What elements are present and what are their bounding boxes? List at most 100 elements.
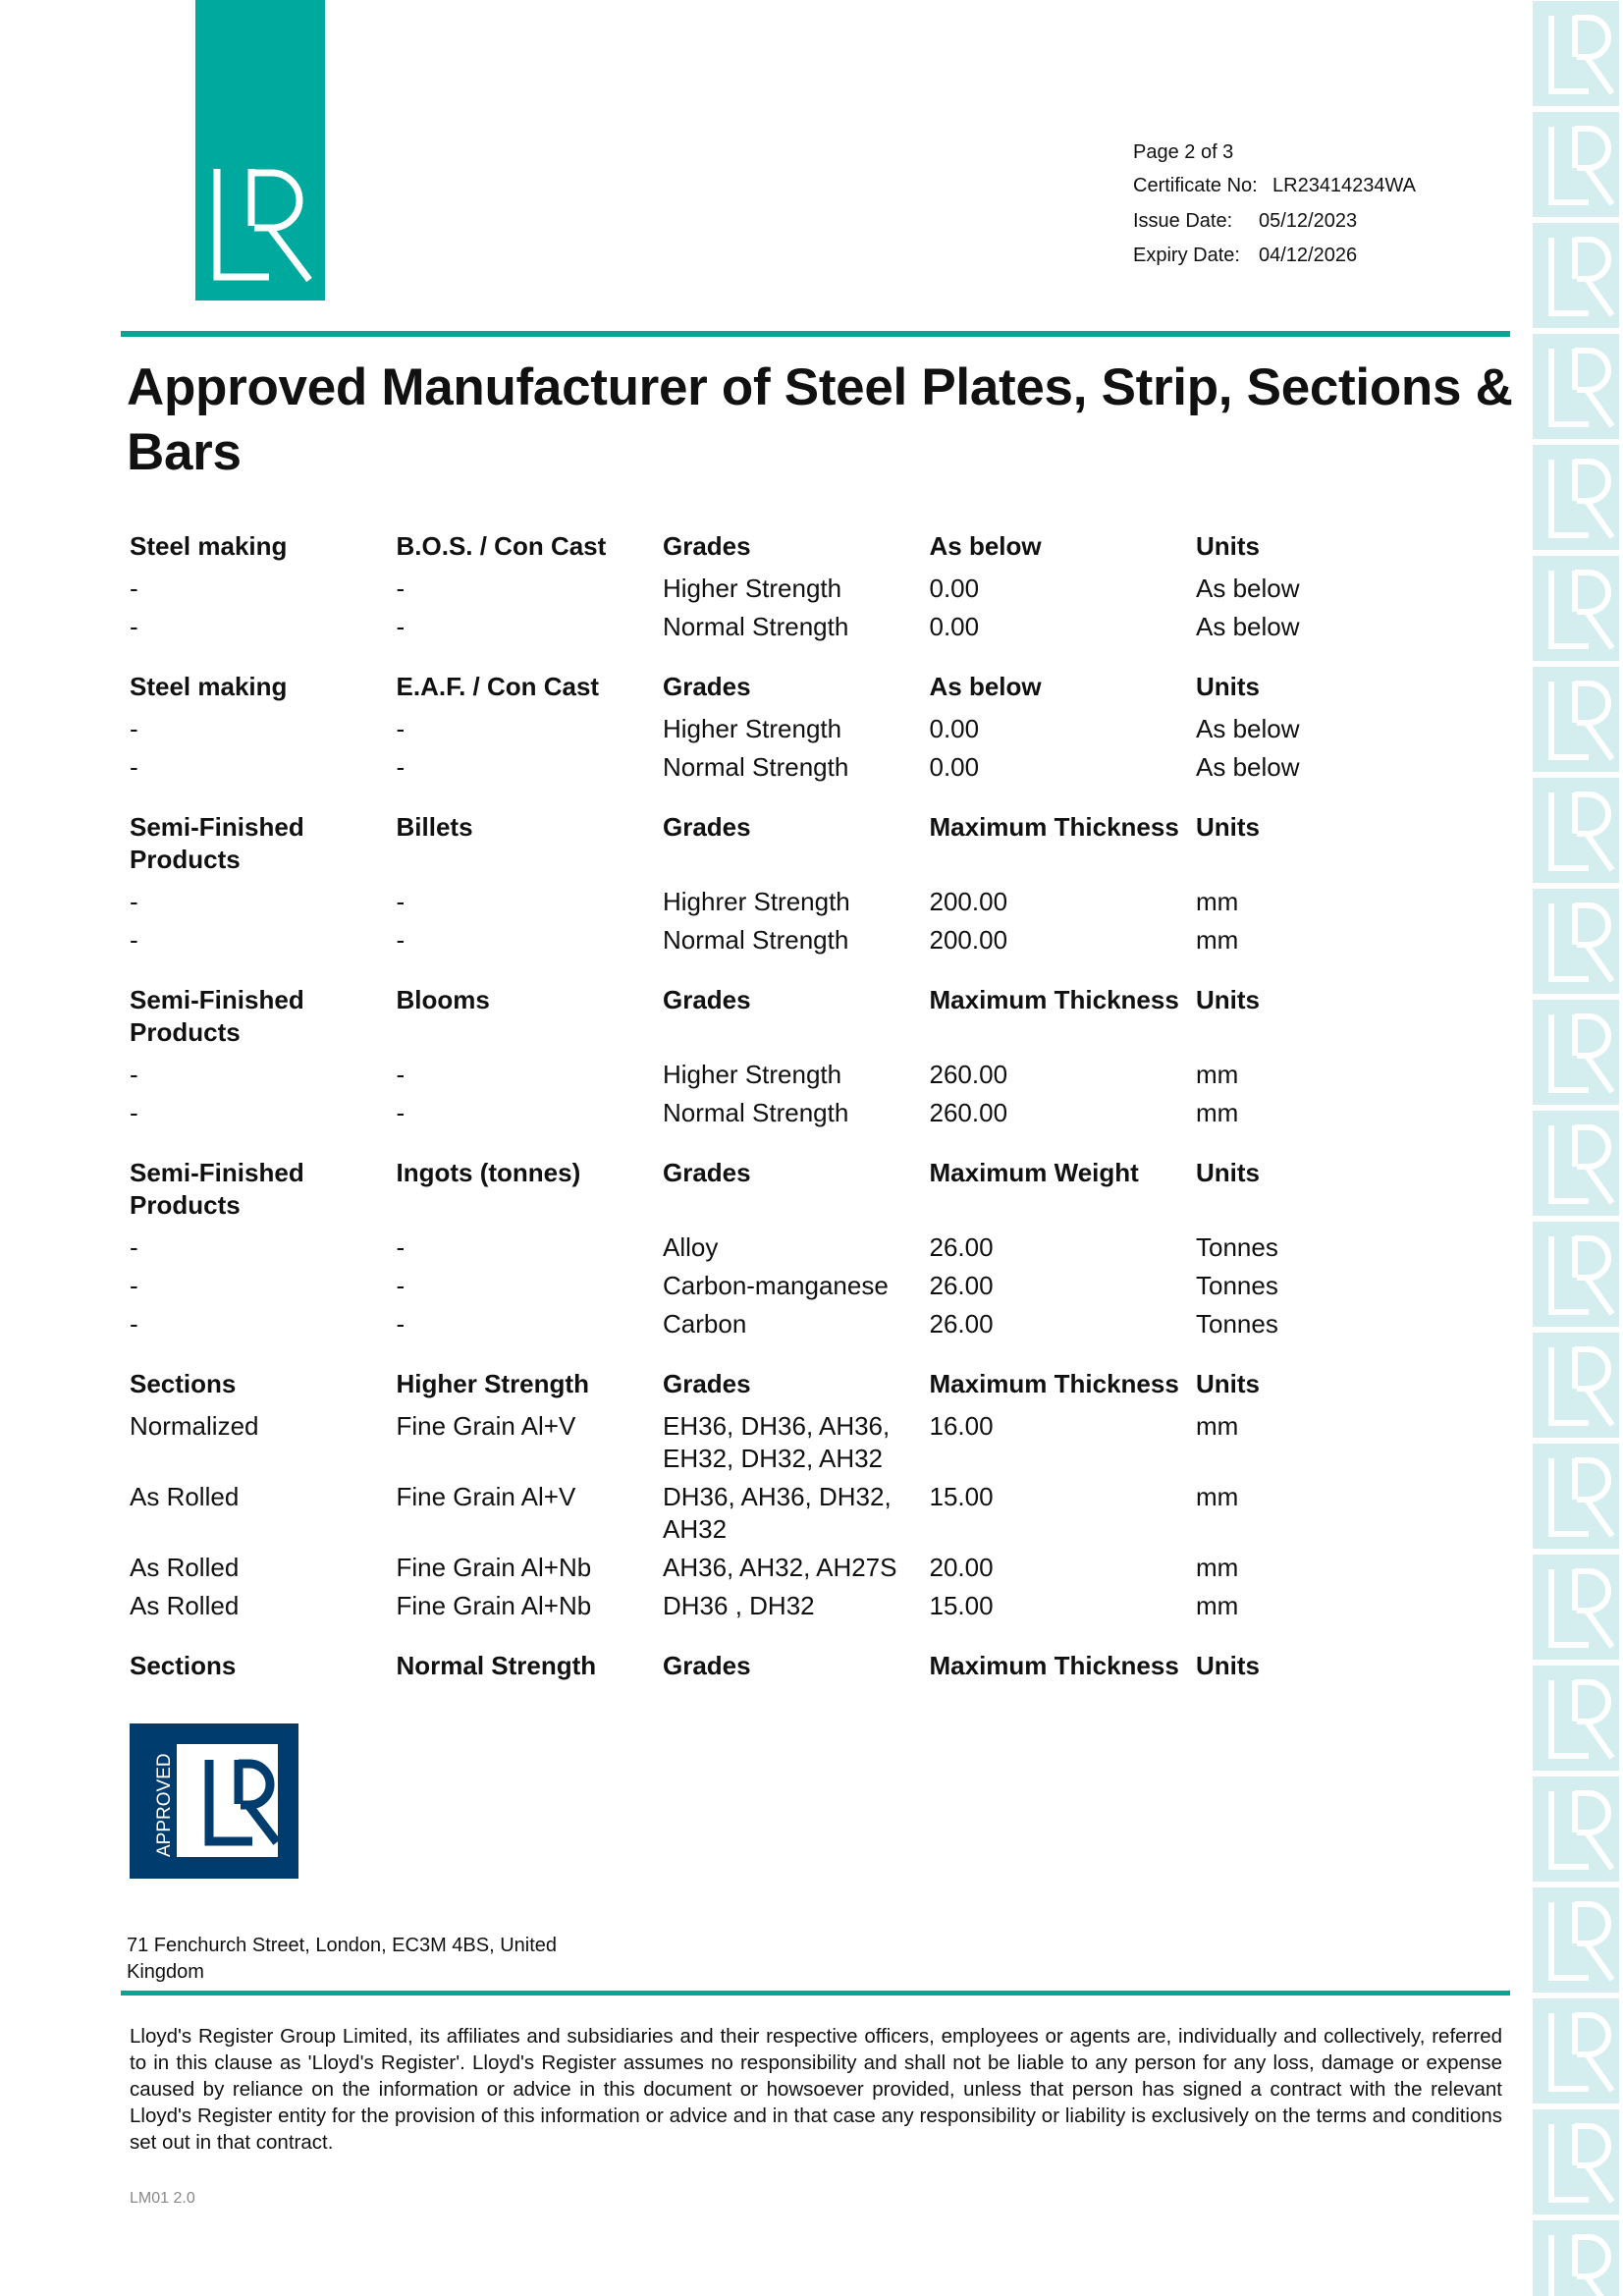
table-cell: Tonnes	[1196, 1271, 1278, 1300]
table-cell: Normal Strength	[663, 752, 849, 782]
table-row: As Rolled Fine Grain Al+V DH36, AH36, DH32…	[130, 1481, 1485, 1552]
table-cell: Semi-Finished Products	[130, 985, 304, 1047]
table-cell: -	[396, 1098, 406, 1127]
table-cell: Normal Strength	[663, 925, 849, 955]
table-cell: 0.00	[929, 574, 980, 603]
table-cell: 26.00	[929, 1309, 994, 1339]
table-cell: Units	[1196, 531, 1260, 561]
table-cell: Maximum Thickness	[929, 985, 1179, 1014]
table-cell: -	[130, 574, 138, 603]
issue-label: Issue Date:	[1133, 210, 1233, 232]
table-cell: Normal Strength	[396, 1651, 597, 1680]
expiry-date: Expiry Date: 04/12/2026	[1133, 245, 1357, 267]
table-cell: As below	[929, 531, 1042, 561]
table-cell: mm	[1196, 925, 1239, 955]
table-section-header: Sections Higher Strength Grades Maximum Thi…	[130, 1346, 1485, 1410]
table-cell: -	[396, 887, 406, 916]
table-cell: Carbon	[663, 1309, 747, 1339]
table-cell: DH36 , DH32	[663, 1591, 815, 1620]
table-cell: Grades	[663, 531, 751, 561]
table-row: Normalized Fine Grain Al+V EH36, DH36, AH3…	[130, 1410, 1485, 1481]
table-row: - - Carbon 26.00 Tonnes	[130, 1308, 1485, 1346]
table-cell: -	[396, 925, 406, 955]
table-cell: Normal Strength	[663, 1098, 849, 1127]
footer-divider	[121, 1991, 1510, 1995]
table-cell: 260.00	[929, 1060, 1008, 1089]
table-cell: E.A.F. / Con Cast	[396, 672, 600, 701]
table-cell: -	[396, 1060, 406, 1089]
table-cell: As below	[1196, 574, 1300, 603]
table-cell: mm	[1196, 1411, 1239, 1441]
table-cell: Higher Strength	[396, 1369, 589, 1398]
table-cell: Maximum Weight	[929, 1158, 1139, 1187]
table-cell: Normalized	[130, 1411, 259, 1441]
table-cell: Grades	[663, 1369, 751, 1398]
table-row: - - Normal Strength 0.00 As below	[130, 751, 1485, 790]
table-cell: Fine Grain Al+V	[396, 1411, 576, 1441]
table-row: As Rolled Fine Grain Al+Nb AH36, AH32, AH2…	[130, 1552, 1485, 1590]
table-cell: Units	[1196, 985, 1260, 1014]
svg-text:APPROVED: APPROVED	[154, 1753, 175, 1857]
table-cell: As Rolled	[130, 1591, 240, 1620]
disclaimer: Lloyd's Register Group Limited, its affi…	[130, 2025, 1502, 2154]
table-cell: AH36, AH32, AH27S	[663, 1553, 897, 1582]
table-cell: -	[396, 612, 406, 641]
table-cell: As below	[1196, 752, 1300, 782]
table-row: - - Higher Strength 260.00 mm	[130, 1059, 1485, 1097]
table-cell: -	[396, 752, 406, 782]
table-cell: -	[130, 752, 138, 782]
table-section-header: Sections Normal Strength Grades Maximum Thi…	[130, 1628, 1485, 1692]
table-cell: As Rolled	[130, 1482, 240, 1511]
table-cell: Grades	[663, 1158, 751, 1187]
table-cell: -	[130, 1232, 138, 1262]
table-cell: Sections	[130, 1651, 237, 1680]
table-cell: 200.00	[929, 887, 1008, 916]
table-cell: 200.00	[929, 925, 1008, 955]
table-cell: mm	[1196, 1060, 1239, 1089]
table-cell: -	[130, 887, 138, 916]
table-cell: Billets	[396, 812, 473, 842]
approved-logo: APPROVED	[130, 1723, 298, 1879]
table-cell: Fine Grain Al+Nb	[396, 1591, 592, 1620]
table-cell: 0.00	[929, 714, 980, 743]
table-cell: As below	[1196, 612, 1300, 641]
table-cell: 16.00	[929, 1411, 994, 1441]
table-cell: 15.00	[929, 1482, 994, 1511]
table-cell: Units	[1196, 1369, 1260, 1398]
table-cell: -	[130, 1098, 138, 1127]
table-cell: EH36, DH36, AH36, EH32, DH32, AH32	[663, 1411, 891, 1473]
table-cell: Blooms	[396, 985, 490, 1014]
lr-logo	[195, 0, 325, 301]
table-cell: -	[396, 1232, 406, 1262]
table-cell: mm	[1196, 1482, 1239, 1511]
table-row: - - Highrer Strength 200.00 mm	[130, 886, 1485, 924]
table-row: - - Higher Strength 0.00 As below	[130, 713, 1485, 751]
table-cell: mm	[1196, 1591, 1239, 1620]
table-cell: As Rolled	[130, 1553, 240, 1582]
approval-table: Steel making B.O.S. / Con Cast Grades As be…	[130, 530, 1485, 1692]
table-cell: Fine Grain Al+V	[396, 1482, 576, 1511]
table-cell: Carbon-manganese	[663, 1271, 889, 1300]
table-section-header: Semi-Finished Products Blooms Grades Maximu…	[130, 962, 1485, 1059]
table-cell: 0.00	[929, 752, 980, 782]
table-cell: 0.00	[929, 612, 980, 641]
table-cell: Normal Strength	[663, 612, 849, 641]
table-cell: -	[130, 1060, 138, 1089]
table-cell: -	[396, 1309, 406, 1339]
table-cell: -	[130, 714, 138, 743]
table-cell: Units	[1196, 1651, 1260, 1680]
table-cell: 15.00	[929, 1591, 994, 1620]
table-cell: As below	[929, 672, 1042, 701]
table-row: - - Carbon-manganese 26.00 Tonnes	[130, 1270, 1485, 1308]
table-cell: Ingots (tonnes)	[396, 1158, 581, 1187]
table-cell: Grades	[663, 812, 751, 842]
table-cell: mm	[1196, 1553, 1239, 1582]
page-number: Page 2 of 3	[1133, 141, 1234, 163]
table-row: - - Alloy 26.00 Tonnes	[130, 1231, 1485, 1270]
table-cell: -	[130, 1309, 138, 1339]
table-cell: -	[396, 714, 406, 743]
table-cell: Maximum Thickness	[929, 1369, 1179, 1398]
table-section-header: Semi-Finished Products Billets Grades Maxim…	[130, 790, 1485, 886]
lr-watermark-strip	[1530, 0, 1623, 2296]
table-cell: Grades	[663, 985, 751, 1014]
